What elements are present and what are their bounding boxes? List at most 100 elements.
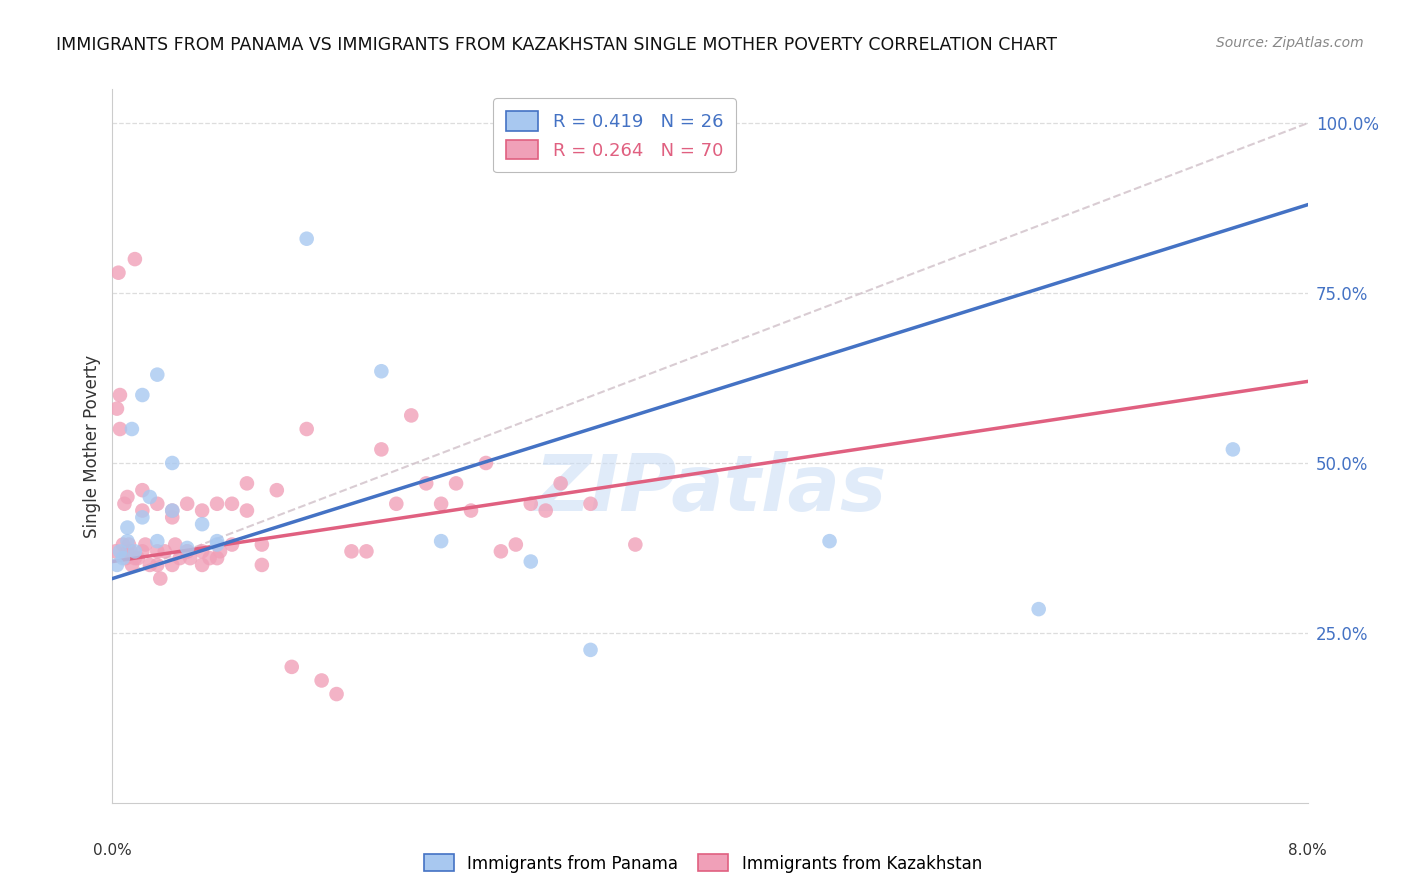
Point [624, 537, 647, 551]
Point [111, 537, 134, 551]
Point [146, 558, 169, 572]
Point [295, 232, 318, 246]
Point [162, 456, 183, 470]
Legend: R = 0.419   N = 26, R = 0.264   N = 70: R = 0.419 N = 26, R = 0.264 N = 70 [494, 98, 735, 172]
Point [117, 534, 139, 549]
Point [131, 544, 153, 558]
Point [176, 544, 198, 558]
Point [118, 537, 141, 551]
Point [295, 422, 318, 436]
Point [146, 534, 169, 549]
Point [191, 544, 214, 558]
Y-axis label: Single Mother Poverty: Single Mother Poverty [83, 354, 101, 538]
Point [209, 544, 232, 558]
Point [146, 368, 169, 382]
Point [127, 551, 149, 566]
Point [460, 503, 482, 517]
Point [139, 558, 162, 572]
Point [205, 551, 228, 566]
Point [165, 537, 187, 551]
Point [550, 476, 572, 491]
Point [162, 503, 183, 517]
Point [105, 401, 128, 416]
Point [131, 388, 153, 402]
Point [430, 534, 453, 549]
Point [370, 442, 392, 457]
Text: 8.0%: 8.0% [1288, 843, 1327, 858]
Point [579, 643, 602, 657]
Point [415, 476, 437, 491]
Point [131, 510, 153, 524]
Point [124, 252, 146, 266]
Point [281, 660, 304, 674]
Point [191, 558, 214, 572]
Point [176, 541, 198, 555]
Point [444, 476, 467, 491]
Point [139, 490, 162, 504]
Point [489, 544, 512, 558]
Point [153, 544, 176, 558]
Point [579, 497, 602, 511]
Point [385, 497, 408, 511]
Point [121, 558, 143, 572]
Point [120, 544, 142, 558]
Point [198, 551, 221, 566]
Point [520, 497, 543, 511]
Point [520, 555, 543, 569]
Point [221, 537, 243, 551]
Point [534, 503, 557, 517]
Point [266, 483, 288, 498]
Text: ZIPatlas: ZIPatlas [534, 450, 886, 527]
Point [124, 544, 146, 558]
Point [108, 388, 131, 402]
Point [117, 544, 139, 558]
Point [117, 490, 139, 504]
Point [250, 537, 273, 551]
Point [162, 510, 183, 524]
Point [205, 497, 228, 511]
Text: Source: ZipAtlas.com: Source: ZipAtlas.com [1216, 36, 1364, 50]
Point [505, 537, 527, 551]
Point [179, 551, 201, 566]
Point [340, 544, 363, 558]
Point [149, 572, 172, 586]
Point [131, 503, 153, 517]
Point [107, 266, 129, 280]
Point [115, 551, 138, 566]
Point [221, 497, 243, 511]
Point [1222, 442, 1244, 457]
Point [162, 558, 183, 572]
Point [325, 687, 347, 701]
Point [430, 497, 453, 511]
Legend: Immigrants from Panama, Immigrants from Kazakhstan: Immigrants from Panama, Immigrants from … [418, 847, 988, 880]
Point [401, 409, 423, 423]
Point [146, 544, 169, 558]
Point [205, 534, 228, 549]
Point [146, 497, 169, 511]
Point [475, 456, 498, 470]
Point [250, 558, 273, 572]
Point [108, 422, 131, 436]
Point [356, 544, 378, 558]
Point [117, 520, 139, 534]
Point [108, 544, 131, 558]
Point [311, 673, 333, 688]
Point [176, 544, 198, 558]
Point [114, 497, 135, 511]
Point [191, 517, 214, 532]
Point [162, 503, 183, 517]
Point [236, 476, 259, 491]
Point [205, 537, 228, 551]
Point [105, 558, 128, 572]
Text: 0.0%: 0.0% [93, 843, 132, 858]
Point [191, 503, 214, 517]
Point [104, 544, 127, 558]
Point [1028, 602, 1050, 616]
Point [131, 483, 153, 498]
Point [818, 534, 841, 549]
Point [176, 497, 198, 511]
Point [134, 537, 156, 551]
Point [111, 551, 134, 566]
Point [236, 503, 259, 517]
Point [124, 551, 146, 566]
